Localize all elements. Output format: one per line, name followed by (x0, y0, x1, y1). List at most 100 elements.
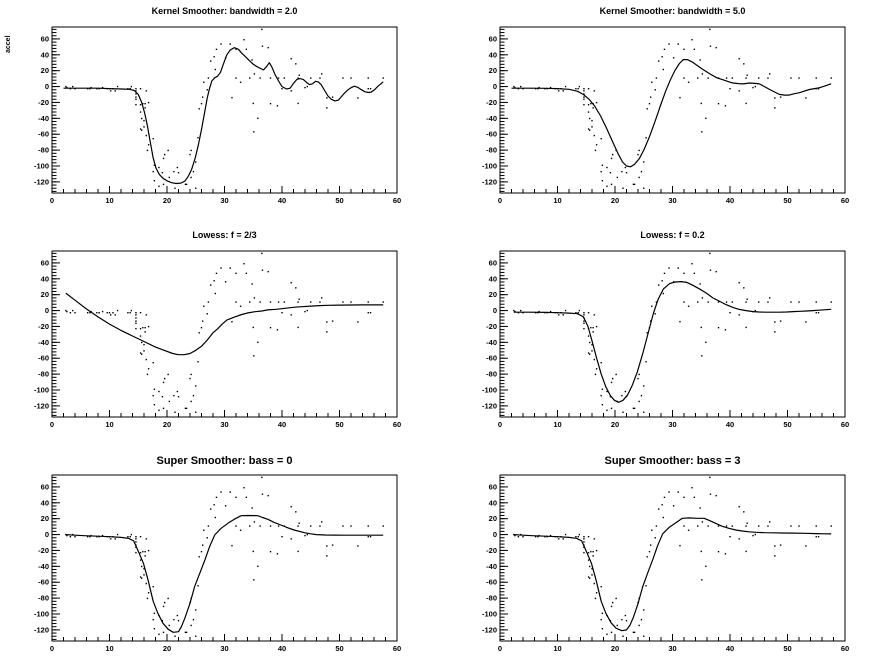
data-point (725, 77, 728, 79)
data-point (69, 312, 72, 314)
data-point (643, 609, 645, 611)
data-point (185, 407, 188, 410)
data-point (697, 525, 699, 527)
data-point (143, 574, 145, 576)
data-point (805, 97, 807, 99)
data-point (577, 536, 579, 538)
data-point (661, 504, 663, 506)
y-tick-label: 20 (489, 66, 497, 75)
data-point (743, 511, 745, 513)
data-point (592, 555, 594, 557)
data-point (261, 252, 263, 255)
data-point (276, 553, 279, 555)
data-point (683, 77, 685, 79)
data-point (153, 627, 156, 630)
data-point (283, 301, 285, 303)
x-tick-label: 50 (335, 196, 343, 205)
data-point (164, 601, 166, 604)
data-point (699, 59, 701, 61)
data-point (135, 314, 137, 316)
data-point (201, 544, 204, 546)
data-point (168, 624, 170, 627)
data-point (164, 153, 166, 156)
data-point (135, 312, 137, 314)
data-point (768, 297, 771, 299)
data-point (326, 107, 328, 109)
data-point (578, 309, 581, 312)
data-point (549, 86, 552, 89)
data-point (65, 309, 67, 312)
y-tick-label: -60 (486, 130, 497, 139)
data-point (610, 381, 613, 384)
data-point (135, 96, 137, 98)
data-point (220, 491, 222, 493)
data-point (261, 28, 263, 31)
data-point (691, 487, 693, 489)
data-point (101, 534, 104, 537)
data-point (298, 74, 300, 76)
data-point (745, 525, 747, 527)
x-tick-label: 10 (553, 644, 561, 653)
data-point (774, 331, 776, 333)
data-point (245, 48, 248, 51)
panel-title-lowess-f23: Lowess: f = 2/3 (192, 230, 256, 240)
data-point (717, 326, 720, 329)
y-tick-label: -60 (38, 354, 49, 363)
data-point (815, 301, 817, 303)
data-point (606, 633, 608, 636)
data-point (687, 305, 690, 307)
data-point (590, 550, 592, 553)
data-point (184, 183, 187, 186)
y-tick-label: 40 (41, 50, 49, 59)
data-point (600, 170, 602, 173)
plot-frame (499, 250, 846, 418)
data-point (649, 320, 652, 322)
data-point (297, 326, 299, 329)
data-point (707, 301, 709, 303)
data-point (176, 614, 179, 617)
data-point (108, 312, 111, 314)
y-tick-label: -80 (486, 146, 497, 155)
data-point (637, 377, 639, 380)
y-tick-label: -100 (34, 385, 49, 394)
data-point (594, 149, 597, 152)
data-point (130, 85, 133, 88)
data-point (583, 551, 585, 554)
data-point (192, 170, 195, 173)
data-point (112, 312, 114, 314)
data-point (583, 98, 585, 100)
x-tick-label: 0 (50, 420, 54, 429)
data-point (66, 534, 68, 537)
data-point (141, 577, 143, 579)
y-tick-label: 0 (493, 530, 497, 539)
data-point (612, 377, 614, 380)
data-point (538, 86, 540, 89)
scatter-points (65, 476, 384, 637)
data-point (640, 394, 643, 397)
data-point (583, 96, 585, 98)
y-tick-label: 60 (41, 258, 49, 267)
data-point (677, 267, 679, 269)
y-tick-label: 0 (45, 82, 49, 91)
data-point (215, 272, 218, 275)
data-point (593, 90, 595, 92)
data-point (174, 635, 176, 637)
data-point (701, 73, 704, 75)
data-point (562, 90, 564, 92)
data-point (724, 105, 727, 107)
data-point (830, 77, 832, 79)
data-point (66, 310, 68, 313)
axis-tick-labels: 60 40 20 0 -20 -40 -60 -80 -100 -120 0 10 20 30 40 50 60 (34, 482, 401, 653)
data-point (514, 534, 516, 537)
y-tick-label: 60 (489, 34, 497, 43)
y-tick-label: -100 (482, 609, 497, 618)
data-point (142, 550, 144, 553)
data-point (683, 272, 685, 275)
x-tick-label: 10 (105, 196, 113, 205)
data-point (724, 553, 727, 555)
data-point (691, 39, 693, 41)
data-point (167, 149, 169, 152)
y-tick-label: -80 (486, 370, 497, 379)
data-point (168, 176, 170, 179)
data-point (213, 56, 215, 58)
